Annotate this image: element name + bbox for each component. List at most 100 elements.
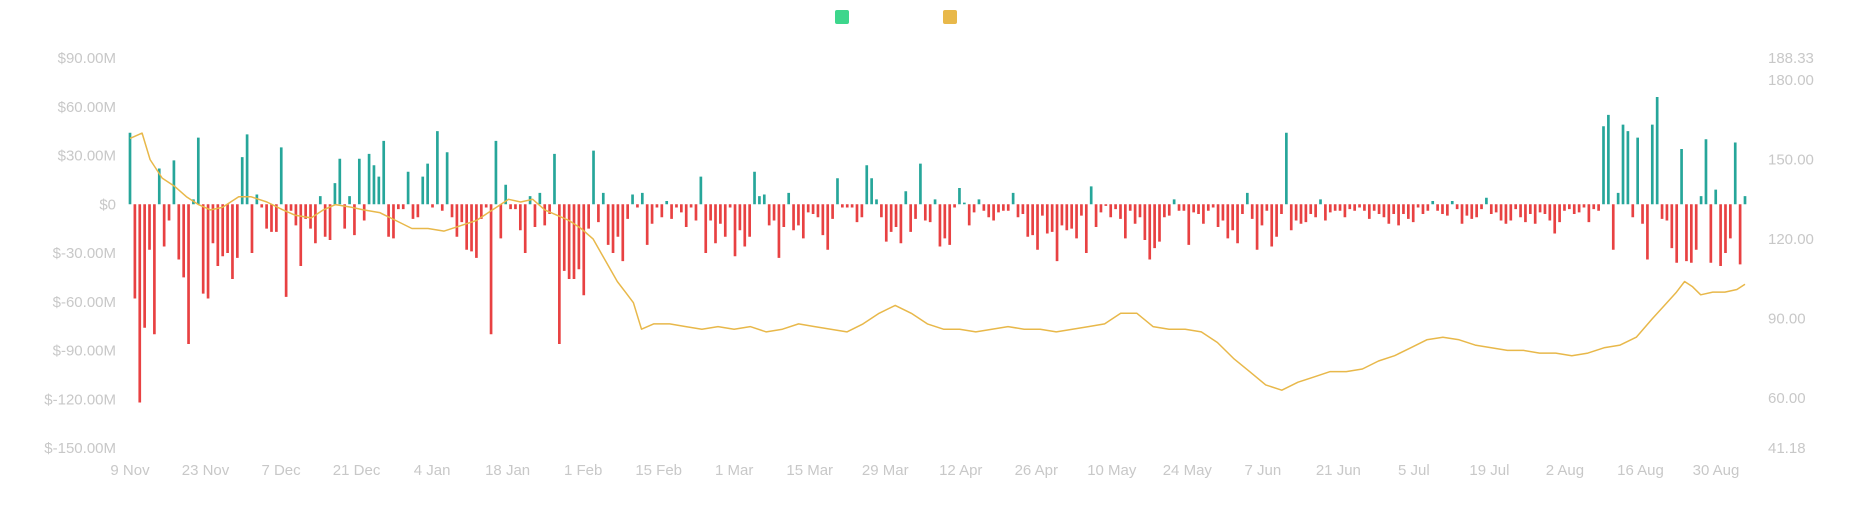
x-tick-label: 16 Aug	[1617, 462, 1664, 479]
bar	[333, 183, 337, 205]
bar	[470, 204, 473, 252]
bar	[1504, 204, 1508, 224]
bar	[421, 176, 425, 205]
bar	[1119, 204, 1122, 219]
bar	[577, 204, 581, 270]
bar	[1719, 204, 1722, 266]
bar	[836, 178, 839, 205]
bar	[1275, 204, 1278, 237]
bar	[753, 171, 756, 205]
x-tick-label: 21 Jun	[1316, 462, 1361, 479]
y-right-tick-label: 188.33	[1768, 50, 1814, 67]
bar	[1041, 204, 1044, 216]
bar	[1587, 204, 1591, 223]
bar	[1172, 199, 1176, 205]
bar	[1236, 204, 1239, 244]
bar	[1724, 204, 1727, 253]
bar	[201, 204, 205, 294]
bar	[309, 204, 312, 229]
x-tick-label: 29 Mar	[862, 462, 909, 479]
bar	[1338, 204, 1342, 211]
bar	[962, 202, 966, 205]
bar	[675, 204, 678, 208]
bar	[1143, 204, 1147, 240]
legend-item-inflow[interactable]	[835, 10, 855, 24]
bar	[1158, 204, 1161, 242]
bar	[1460, 204, 1464, 224]
bar	[494, 140, 498, 205]
x-tick-label: 7 Dec	[261, 462, 301, 479]
bar	[1036, 204, 1039, 250]
bar	[694, 204, 698, 221]
bar	[1089, 186, 1093, 205]
bar	[1499, 204, 1503, 221]
bar	[1743, 196, 1747, 205]
bar	[1377, 204, 1381, 214]
bar	[538, 192, 542, 205]
bar	[172, 160, 176, 205]
y-right-tick-label: 60.00	[1768, 390, 1806, 407]
bar	[1221, 204, 1225, 221]
bar	[1397, 204, 1400, 226]
bar	[1163, 204, 1166, 218]
bar	[1314, 204, 1317, 218]
bar	[1558, 204, 1561, 223]
bar	[1660, 204, 1664, 219]
y-left-tick-label: $90.00M	[58, 50, 116, 67]
bar	[953, 204, 956, 208]
bar	[401, 204, 405, 210]
bar	[1568, 204, 1571, 210]
bar	[875, 199, 878, 205]
bar	[1436, 204, 1439, 211]
bar	[826, 204, 830, 250]
bar	[626, 204, 630, 219]
bar	[845, 204, 849, 208]
bar	[1211, 204, 1215, 208]
legend-item-price[interactable]	[943, 10, 963, 24]
bar	[997, 204, 1000, 213]
bar	[1045, 204, 1049, 234]
bar	[1685, 204, 1688, 262]
bar	[1294, 204, 1298, 221]
bar	[597, 204, 600, 223]
bar	[738, 204, 742, 231]
bar	[772, 204, 776, 221]
bar	[1080, 204, 1083, 216]
bar	[1646, 204, 1649, 260]
bar	[728, 204, 732, 208]
y-left-tick-label: $-150.00M	[44, 440, 116, 457]
bar	[250, 204, 254, 253]
x-tick-label: 1 Mar	[715, 462, 753, 479]
bar	[377, 176, 381, 205]
bar	[1206, 204, 1210, 211]
bar	[1455, 204, 1459, 210]
y-right-tick-label: 180.00	[1768, 72, 1814, 89]
bar	[1289, 204, 1293, 231]
bar	[1075, 204, 1078, 239]
bar	[1319, 199, 1322, 205]
bar	[270, 204, 273, 232]
bar	[289, 204, 293, 211]
bar	[275, 204, 278, 232]
bar	[426, 163, 429, 205]
bar	[1528, 204, 1532, 214]
bar	[860, 204, 864, 218]
bar	[1416, 204, 1420, 208]
bar	[923, 204, 927, 221]
bar	[245, 134, 249, 205]
bar	[138, 204, 142, 403]
bar	[792, 204, 795, 231]
bar	[636, 204, 639, 208]
bar	[1572, 204, 1576, 214]
bar	[1475, 204, 1478, 218]
x-tick-label: 7 Jun	[1245, 462, 1282, 479]
bar	[1538, 204, 1542, 213]
bar	[1489, 204, 1493, 214]
bar	[1714, 189, 1718, 205]
bar	[1553, 204, 1557, 234]
bar	[631, 194, 634, 205]
bar	[1694, 204, 1698, 250]
x-tick-label: 9 Nov	[110, 462, 150, 479]
bar	[884, 204, 888, 242]
y-right-tick-label: 90.00	[1768, 311, 1806, 328]
